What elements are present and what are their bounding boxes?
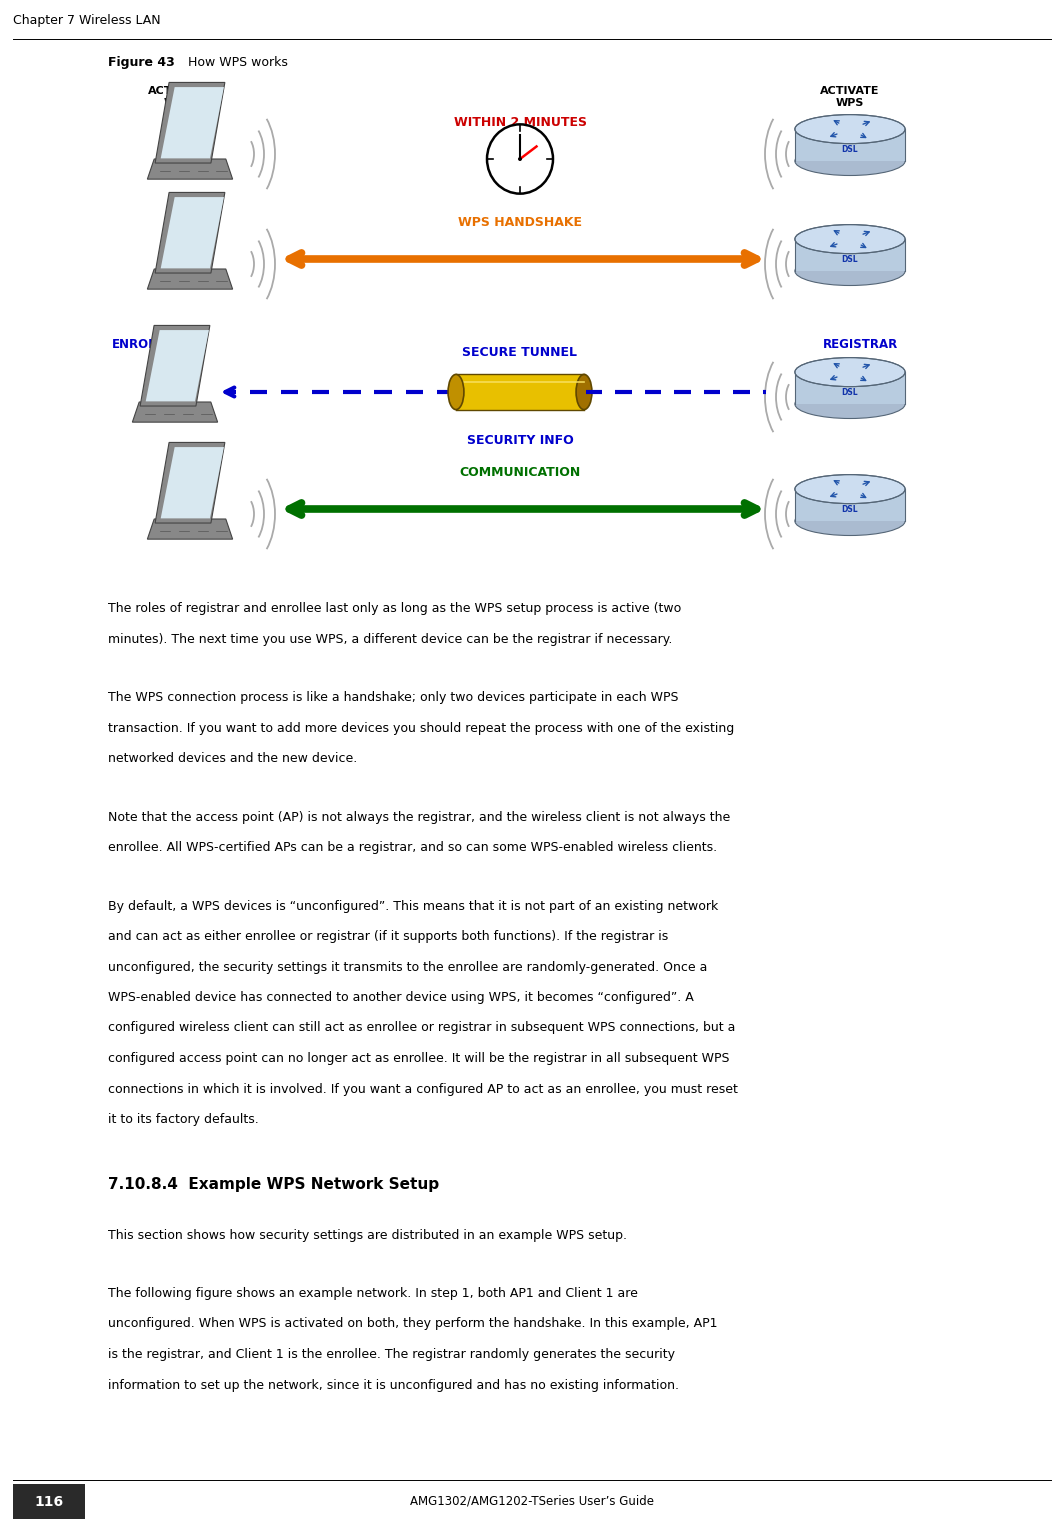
Ellipse shape [795, 474, 905, 503]
Ellipse shape [795, 506, 905, 535]
Text: is the registrar, and Client 1 is the enrollee. The registrar randomly generates: is the registrar, and Client 1 is the en… [109, 1349, 675, 1361]
Text: AMG1302/AMG1202-TSeries User’s Guide: AMG1302/AMG1202-TSeries User’s Guide [410, 1495, 654, 1509]
Ellipse shape [795, 224, 905, 253]
Polygon shape [155, 192, 225, 273]
Polygon shape [155, 82, 225, 163]
Polygon shape [795, 239, 905, 271]
Text: ENROLLEE: ENROLLEE [112, 338, 180, 351]
Text: configured wireless client can still act as enrollee or registrar in subsequent : configured wireless client can still act… [109, 1021, 735, 1035]
Text: The following figure shows an example network. In step 1, both AP1 and Client 1 : The following figure shows an example ne… [109, 1286, 638, 1300]
Text: 116: 116 [34, 1495, 64, 1509]
Text: ACTIVATE
WPS: ACTIVATE WPS [820, 85, 880, 108]
Text: DSL: DSL [842, 506, 859, 514]
Polygon shape [161, 447, 223, 518]
Polygon shape [161, 87, 223, 158]
Text: information to set up the network, since it is unconfigured and has no existing : information to set up the network, since… [109, 1379, 679, 1391]
Ellipse shape [795, 256, 905, 285]
Ellipse shape [795, 390, 905, 419]
Polygon shape [132, 402, 218, 422]
Text: unconfigured, the security settings it transmits to the enrollee are randomly-ge: unconfigured, the security settings it t… [109, 960, 708, 974]
Circle shape [518, 157, 522, 162]
Text: The WPS connection process is like a handshake; only two devices participate in : The WPS connection process is like a han… [109, 690, 679, 704]
Text: enrollee. All WPS-certified APs can be a registrar, and so can some WPS-enabled : enrollee. All WPS-certified APs can be a… [109, 841, 717, 853]
Ellipse shape [795, 358, 905, 387]
Polygon shape [795, 372, 905, 404]
Text: REGISTRAR: REGISTRAR [822, 338, 898, 351]
Text: SECURE TUNNEL: SECURE TUNNEL [463, 346, 578, 360]
Text: DSL: DSL [842, 256, 859, 264]
Polygon shape [795, 130, 905, 162]
Text: configured access point can no longer act as enrollee. It will be the registrar : configured access point can no longer ac… [109, 1052, 730, 1065]
Text: COMMUNICATION: COMMUNICATION [460, 466, 581, 479]
Text: SECURITY INFO: SECURITY INFO [467, 434, 573, 447]
Text: DSL: DSL [842, 145, 859, 154]
Text: transaction. If you want to add more devices you should repeat the process with : transaction. If you want to add more dev… [109, 721, 734, 735]
Text: WPS HANDSHAKE: WPS HANDSHAKE [458, 216, 582, 229]
Ellipse shape [487, 125, 553, 194]
Text: This section shows how security settings are distributed in an example WPS setup: This section shows how security settings… [109, 1228, 627, 1242]
Polygon shape [148, 270, 233, 290]
Text: How WPS works: How WPS works [176, 56, 288, 69]
Text: connections in which it is involved. If you want a configured AP to act as an en: connections in which it is involved. If … [109, 1082, 737, 1096]
Polygon shape [146, 331, 209, 401]
Polygon shape [155, 442, 225, 523]
Ellipse shape [795, 146, 905, 175]
Text: it to its factory defaults.: it to its factory defaults. [109, 1113, 259, 1126]
Text: ACTIVATE
WPS: ACTIVATE WPS [148, 85, 207, 108]
Text: 7.10.8.4  Example WPS Network Setup: 7.10.8.4 Example WPS Network Setup [109, 1177, 439, 1192]
Polygon shape [148, 520, 233, 539]
Polygon shape [140, 326, 210, 405]
Text: Figure 43: Figure 43 [109, 56, 174, 69]
Polygon shape [148, 158, 233, 180]
Polygon shape [795, 489, 905, 521]
Polygon shape [161, 197, 223, 268]
Text: Chapter 7 Wireless LAN: Chapter 7 Wireless LAN [13, 14, 161, 27]
Text: Note that the access point (AP) is not always the registrar, and the wireless cl: Note that the access point (AP) is not a… [109, 811, 730, 823]
Ellipse shape [448, 375, 464, 410]
FancyBboxPatch shape [13, 1484, 85, 1519]
Polygon shape [456, 375, 584, 410]
Text: The roles of registrar and enrollee last only as long as the WPS setup process i: The roles of registrar and enrollee last… [109, 602, 681, 616]
Text: networked devices and the new device.: networked devices and the new device. [109, 751, 358, 765]
Ellipse shape [576, 375, 592, 410]
Text: WPS-enabled device has connected to another device using WPS, it becomes “config: WPS-enabled device has connected to anot… [109, 991, 694, 1004]
Text: and can act as either enrollee or registrar (if it supports both functions). If : and can act as either enrollee or regist… [109, 930, 668, 943]
Text: minutes). The next time you use WPS, a different device can be the registrar if : minutes). The next time you use WPS, a d… [109, 632, 672, 646]
Text: DSL: DSL [842, 389, 859, 398]
Ellipse shape [795, 114, 905, 143]
Text: By default, a WPS devices is “unconfigured”. This means that it is not part of a: By default, a WPS devices is “unconfigur… [109, 899, 718, 913]
Text: WITHIN 2 MINUTES: WITHIN 2 MINUTES [453, 116, 586, 130]
Text: unconfigured. When WPS is activated on both, they perform the handshake. In this: unconfigured. When WPS is activated on b… [109, 1318, 717, 1330]
